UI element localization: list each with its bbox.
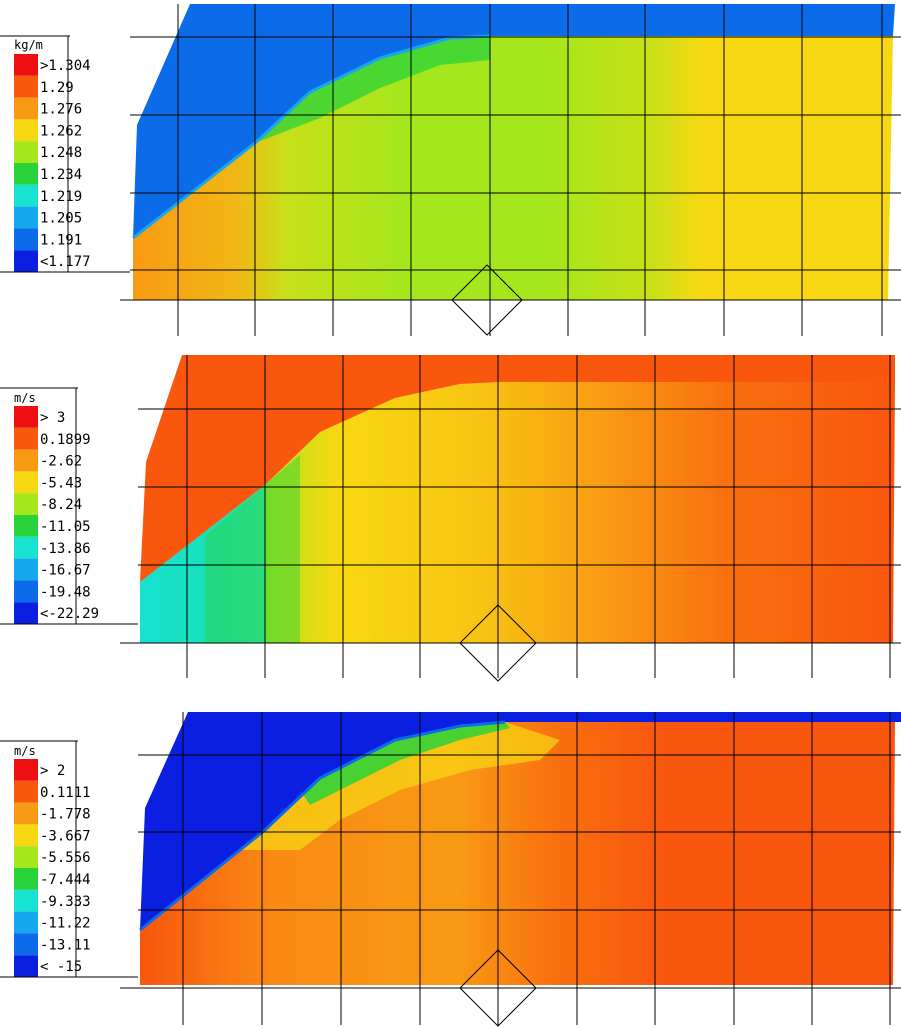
density-legend-unit: kg/m bbox=[14, 38, 43, 52]
velocity-u-legend-swatch bbox=[14, 580, 38, 603]
velocity-v-legend-swatch bbox=[14, 933, 38, 956]
density-legend-swatch bbox=[14, 75, 38, 98]
velocity-u-legend-label: -8.24 bbox=[40, 497, 82, 513]
velocity-v-legend-swatch bbox=[14, 868, 38, 890]
velocity-v-legend-swatch bbox=[14, 824, 38, 847]
density-legend-swatch bbox=[14, 119, 38, 142]
velocity-v-outside-region bbox=[140, 712, 901, 930]
velocity-u-legend-swatch bbox=[14, 471, 38, 494]
velocity-u-legend-label: <-22.29 bbox=[40, 606, 99, 622]
velocity-u-legend-swatch bbox=[14, 449, 38, 472]
velocity-u-legend-label: -2.62 bbox=[40, 454, 82, 470]
velocity-v-legend-label: 0.1111 bbox=[40, 785, 91, 801]
density-legend-label: <1.177 bbox=[40, 254, 91, 270]
velocity-u-legend-swatch bbox=[14, 558, 38, 581]
density-outside-region bbox=[133, 4, 895, 238]
density-legend-swatch bbox=[14, 206, 38, 229]
velocity-u-legend-unit: m/s bbox=[14, 391, 36, 405]
panel-velocity-u: m/s > 3 0.1899 -2.62 -5.43 -8.24 -11.05 -13.86… bbox=[0, 355, 901, 682]
density-legend-swatch bbox=[14, 141, 38, 163]
velocity-v-legend-swatch bbox=[14, 911, 38, 934]
velocity-u-legend: m/s > 3 0.1899 -2.62 -5.43 -8.24 -11.05 -13.86… bbox=[0, 387, 138, 625]
velocity-v-legend-label: -13.11 bbox=[40, 937, 91, 953]
velocity-v-legend-swatch bbox=[14, 802, 38, 825]
velocity-u-legend-swatch bbox=[14, 406, 38, 428]
velocity-u-legend-label: -13.86 bbox=[40, 541, 91, 557]
panel-density: kg/m >1.304 1.29 1.276 1.262 1.248 1.234 1.219… bbox=[0, 4, 901, 336]
velocity-v-legend-label: -7.444 bbox=[40, 872, 91, 888]
velocity-u-legend-swatch bbox=[14, 602, 38, 624]
velocity-v-legend-label: -11.22 bbox=[40, 916, 91, 932]
density-legend-label: 1.205 bbox=[40, 211, 82, 227]
velocity-u-legend-swatch bbox=[14, 427, 38, 450]
velocity-u-legend-label: 0.1899 bbox=[40, 432, 91, 448]
density-legend-label: 1.234 bbox=[40, 167, 82, 183]
velocity-u-legend-label: -5.43 bbox=[40, 475, 82, 491]
velocity-u-grid bbox=[0, 355, 901, 678]
velocity-v-legend-swatch bbox=[14, 780, 38, 803]
velocity-v-legend-label: -9.333 bbox=[40, 894, 91, 910]
velocity-u-legend-swatch bbox=[14, 493, 38, 515]
density-legend-label: >1.304 bbox=[40, 58, 91, 74]
velocity-v-legend-label: > 2 bbox=[40, 763, 65, 779]
velocity-u-legend-swatch bbox=[14, 536, 38, 559]
velocity-v-grid bbox=[0, 712, 901, 1025]
velocity-u-cyan-zone bbox=[140, 485, 265, 643]
velocity-u-outside-region bbox=[140, 355, 895, 582]
velocity-v-legend: m/s > 2 0.1111 -1.778 -3.667 -5.556 -7.444 -9.… bbox=[0, 740, 138, 978]
velocity-u-legend-label: -11.05 bbox=[40, 519, 91, 535]
velocity-v-legend-label: -3.667 bbox=[40, 828, 91, 844]
velocity-u-legend-label: > 3 bbox=[40, 410, 65, 426]
velocity-v-legend-swatch bbox=[14, 889, 38, 912]
velocity-v-legend-label: -1.778 bbox=[40, 807, 91, 823]
velocity-u-legend-label: -19.48 bbox=[40, 584, 91, 600]
velocity-u-legend-label: -16.67 bbox=[40, 563, 91, 579]
density-legend-label: 1.219 bbox=[40, 189, 82, 205]
velocity-v-legend-swatch bbox=[14, 955, 38, 977]
density-legend-swatch bbox=[14, 163, 38, 185]
density-grid bbox=[0, 4, 901, 336]
panel-velocity-v: m/s > 2 0.1111 -1.778 -3.667 -5.556 -7.444 -9.… bbox=[0, 712, 901, 1027]
velocity-u-probe-diamond bbox=[459, 604, 537, 682]
velocity-v-legend-unit: m/s bbox=[14, 744, 36, 758]
velocity-u-legend-swatch bbox=[14, 515, 38, 537]
density-legend-swatch bbox=[14, 228, 38, 251]
density-legend-label: 1.29 bbox=[40, 80, 74, 96]
density-legend-label: 1.262 bbox=[40, 123, 82, 139]
velocity-v-legend-swatch bbox=[14, 759, 38, 781]
density-legend-swatch bbox=[14, 184, 38, 207]
velocity-v-probe-diamond bbox=[459, 949, 537, 1027]
density-legend-label: 1.191 bbox=[40, 232, 82, 248]
density-legend-swatch bbox=[14, 250, 38, 272]
density-legend: kg/m >1.304 1.29 1.276 1.262 1.248 1.234 1.219… bbox=[0, 35, 130, 273]
density-legend-label: 1.276 bbox=[40, 102, 82, 118]
velocity-v-legend-label: -5.556 bbox=[40, 850, 91, 866]
velocity-v-legend-label: < -15 bbox=[40, 959, 82, 975]
velocity-u-field bbox=[140, 382, 895, 643]
density-legend-swatch bbox=[14, 97, 38, 120]
density-probe-diamond bbox=[451, 264, 523, 336]
density-shock-band bbox=[255, 36, 490, 143]
density-legend-label: 1.248 bbox=[40, 145, 82, 161]
velocity-v-legend-swatch bbox=[14, 846, 38, 868]
density-legend-swatch bbox=[14, 54, 38, 76]
